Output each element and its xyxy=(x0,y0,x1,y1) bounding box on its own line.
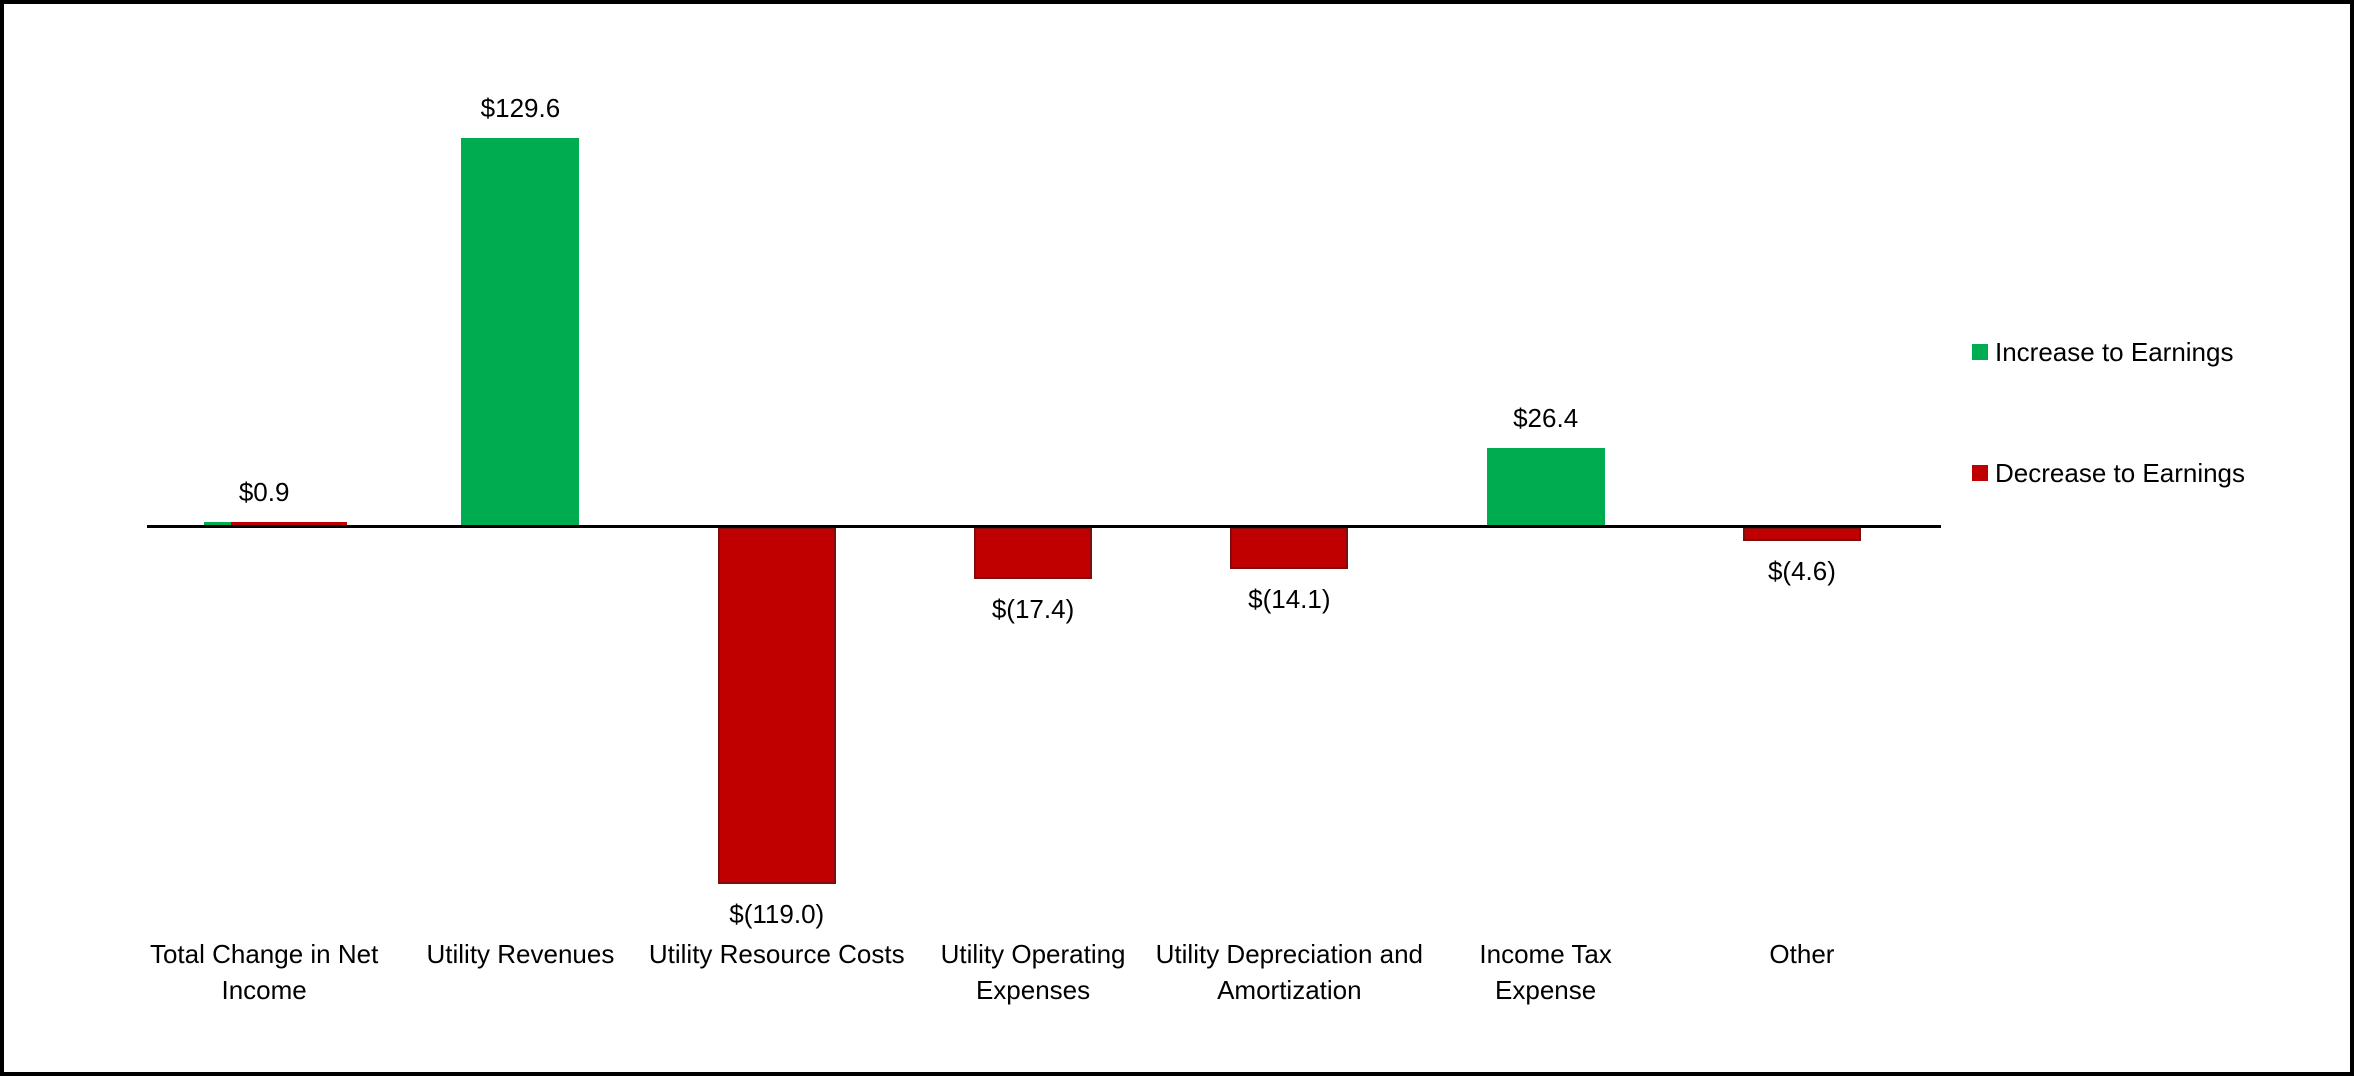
bar-other xyxy=(1742,527,1861,541)
x-axis-line xyxy=(147,525,1941,528)
category-label-line: Income Tax xyxy=(1479,939,1612,969)
category-label-line: Utility Revenues xyxy=(426,939,615,969)
category-label-line: Utility Depreciation and xyxy=(1155,939,1424,969)
bar-total-change-in-net-income-decrease-sliver xyxy=(231,522,348,527)
decrease-swatch-icon xyxy=(1972,465,1988,481)
category-label-line: Expenses xyxy=(975,975,1091,1005)
legend-item-increase: Increase to Earnings xyxy=(1972,337,2233,367)
category-label-utility-resource-costs: Utility Resource Costs xyxy=(607,936,947,972)
bar-utility-operating-expenses xyxy=(974,527,1093,580)
category-label-line: Other xyxy=(1769,939,1835,969)
category-label-line: Total Change in Net xyxy=(149,939,379,969)
bar-utility-revenues xyxy=(461,138,580,527)
category-label-utility-depreciation-and-amortization: Utility Depreciation and Amortization xyxy=(1119,936,1459,1008)
bar-utility-resource-costs xyxy=(717,527,836,884)
value-label-other: $(4.6) xyxy=(1767,555,1836,586)
legend-item-decrease: Decrease to Earnings xyxy=(1972,458,2245,488)
category-label-line: Amortization xyxy=(1217,975,1362,1005)
bar-total-change-in-net-income-increase-sliver xyxy=(204,522,232,527)
value-label-total-change-in-net-income: $0.9 xyxy=(238,477,290,507)
category-label-utility-revenues: Utility Revenues xyxy=(350,936,690,972)
category-label-other: Other xyxy=(1632,936,1972,972)
bar-income-tax-expense xyxy=(1486,447,1605,527)
category-label-line: Income xyxy=(221,975,307,1005)
value-label-income-tax-expense: $26.4 xyxy=(1513,402,1579,433)
value-label-utility-revenues: $129.6 xyxy=(480,93,561,124)
category-label-line: Expense xyxy=(1495,975,1597,1005)
category-label-line: Utility Operating xyxy=(940,939,1126,969)
category-label-income-tax-expense: Income Tax Expense xyxy=(1376,936,1716,1008)
category-label-total-change-in-net-income: Total Change in Net Income xyxy=(94,936,434,1008)
value-label-utility-operating-expenses: $(17.4) xyxy=(991,594,1075,625)
category-label-line: Utility Resource Costs xyxy=(648,939,905,969)
value-label-utility-depreciation-and-amortization: $(14.1) xyxy=(1248,584,1331,615)
legend-label-increase: Increase to Earnings xyxy=(1995,337,2234,367)
category-label-utility-operating-expenses: Utility Operating Expenses xyxy=(863,936,1203,1008)
increase-swatch-icon xyxy=(1972,344,1988,360)
bar-utility-depreciation-and-amortization xyxy=(1230,527,1349,570)
legend-label-decrease: Decrease to Earnings xyxy=(1995,458,2246,488)
value-label-utility-resource-costs: $(119.0) xyxy=(729,899,825,929)
